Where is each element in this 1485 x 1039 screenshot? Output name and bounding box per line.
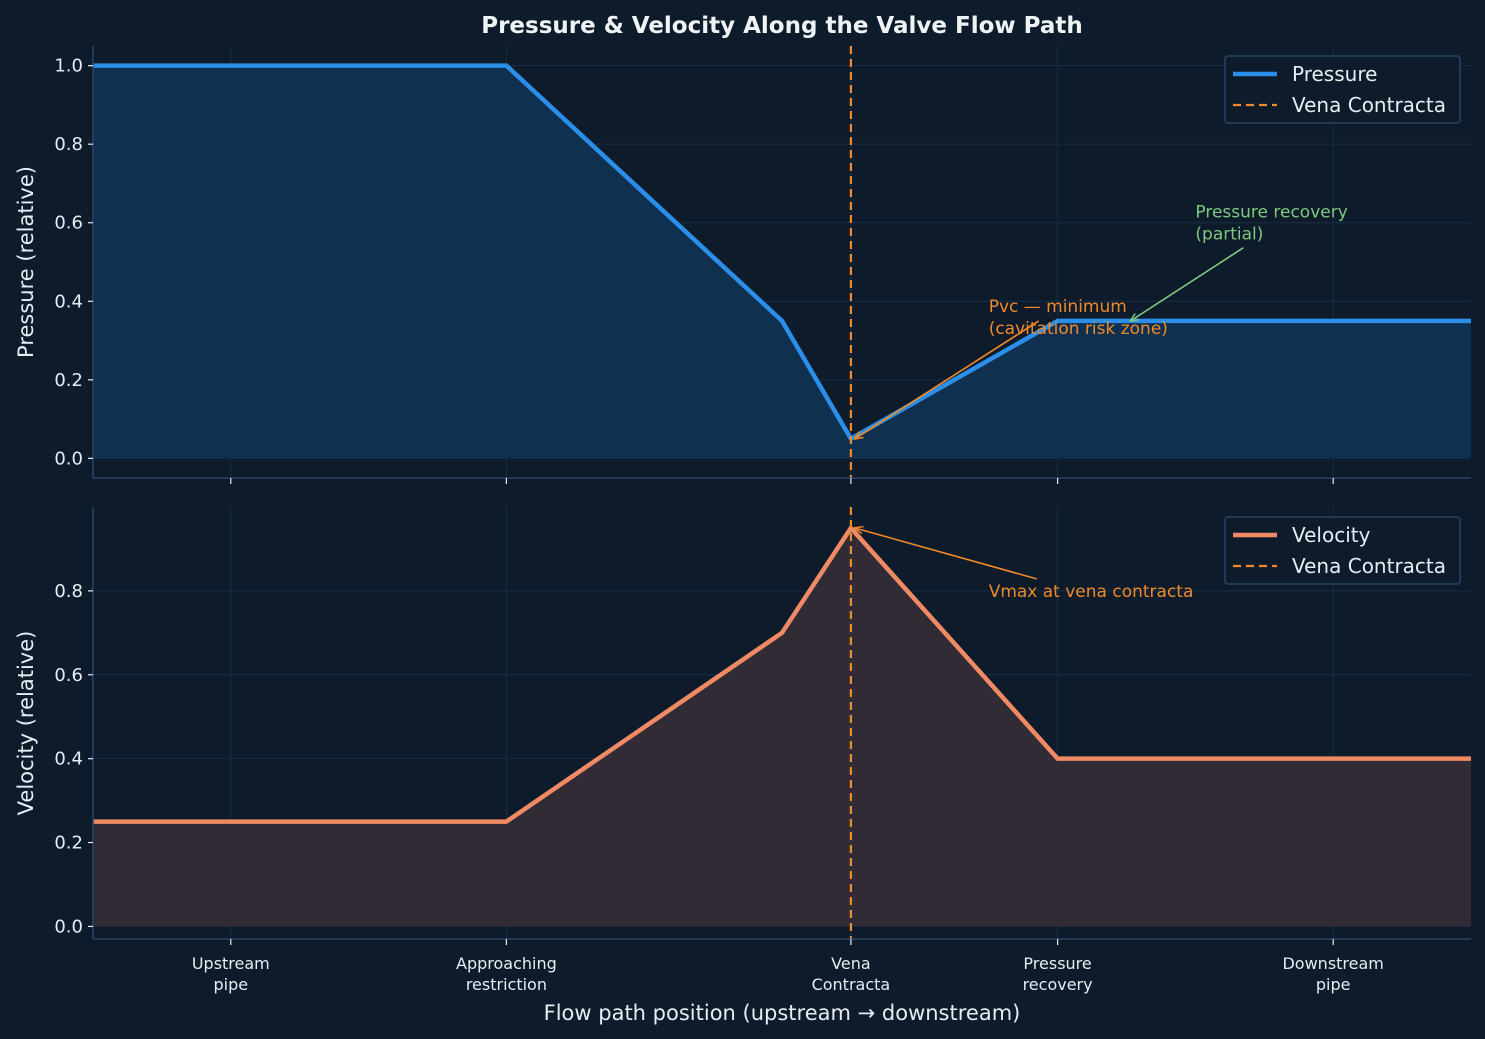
y-axis-label: Velocity (relative) bbox=[14, 631, 38, 816]
x-tick-label: recovery bbox=[1023, 975, 1093, 994]
x-tick-label: Approaching bbox=[456, 954, 557, 973]
legend-label: Vena Contracta bbox=[1292, 93, 1446, 117]
y-tick-label: 0.0 bbox=[54, 916, 83, 937]
y-axis-label: Pressure (relative) bbox=[14, 166, 38, 358]
series-area-pressure bbox=[93, 65, 1471, 459]
chart-title: Pressure & Velocity Along the Valve Flow… bbox=[481, 13, 1083, 39]
annotation-arrow bbox=[855, 528, 1037, 580]
annotation-arrow bbox=[1131, 247, 1244, 321]
legend-box bbox=[1224, 55, 1461, 124]
y-tick-label: 1.0 bbox=[54, 56, 83, 77]
y-tick-label: 0.0 bbox=[54, 448, 83, 469]
series-line-pressure bbox=[93, 63, 1471, 441]
series-area-velocity bbox=[93, 527, 1471, 927]
series-line-velocity bbox=[93, 525, 1471, 824]
x-tick-label: Downstream bbox=[1282, 954, 1383, 973]
x-tick-label: restriction bbox=[466, 975, 547, 994]
x-tick-label: Pressure bbox=[1023, 954, 1091, 973]
annotation-text: (partial) bbox=[1195, 225, 1263, 245]
annotation-text: Pvc — minimum bbox=[989, 297, 1127, 317]
y-tick-label: 0.8 bbox=[54, 581, 83, 602]
y-tick-label: 0.4 bbox=[54, 291, 83, 312]
x-axis-label: Flow path position (upstream → downstrea… bbox=[544, 1001, 1021, 1025]
y-tick-label: 0.6 bbox=[54, 213, 83, 234]
y-tick-label: 0.2 bbox=[54, 370, 83, 391]
x-tick-label: Contracta bbox=[812, 975, 891, 994]
panel-pressure: 0.0 0.2 0.4 0.6 0.8 1.0 Pressure (relative) Pvc… bbox=[14, 46, 1471, 484]
x-tick-label: pipe bbox=[1316, 975, 1351, 994]
annotation-arrow bbox=[855, 320, 1040, 439]
legend-label: Vena Contracta bbox=[1292, 554, 1446, 578]
y-tick-label: 0.4 bbox=[54, 749, 83, 770]
y-tick-label: 0.2 bbox=[54, 833, 83, 854]
legend-label: Velocity bbox=[1292, 523, 1371, 547]
annotation-text: Pressure recovery bbox=[1195, 203, 1347, 223]
annotation-text: Vmax at vena contracta bbox=[989, 582, 1194, 602]
annotation-text: (cavitation risk zone) bbox=[989, 319, 1168, 339]
legend-label: Pressure bbox=[1292, 62, 1377, 86]
legend-box bbox=[1224, 516, 1461, 585]
y-tick-label: 0.8 bbox=[54, 134, 83, 155]
x-tick-label: pipe bbox=[213, 975, 248, 994]
y-tick-label: 0.6 bbox=[54, 665, 83, 686]
x-tick-label: Upstream bbox=[192, 954, 270, 973]
panels: 0.0 0.2 0.4 0.6 0.8 1.0 Pressure (relative) Pvc… bbox=[14, 46, 1471, 994]
legend: Velocity Vena Contracta bbox=[1224, 516, 1461, 585]
panel-velocity: 0.0 0.2 0.4 0.6 0.8 Velocity (relative) Vmax a… bbox=[14, 507, 1471, 945]
legend: Pressure Vena Contracta bbox=[1224, 55, 1461, 124]
x-tick-label: Vena bbox=[831, 954, 871, 973]
